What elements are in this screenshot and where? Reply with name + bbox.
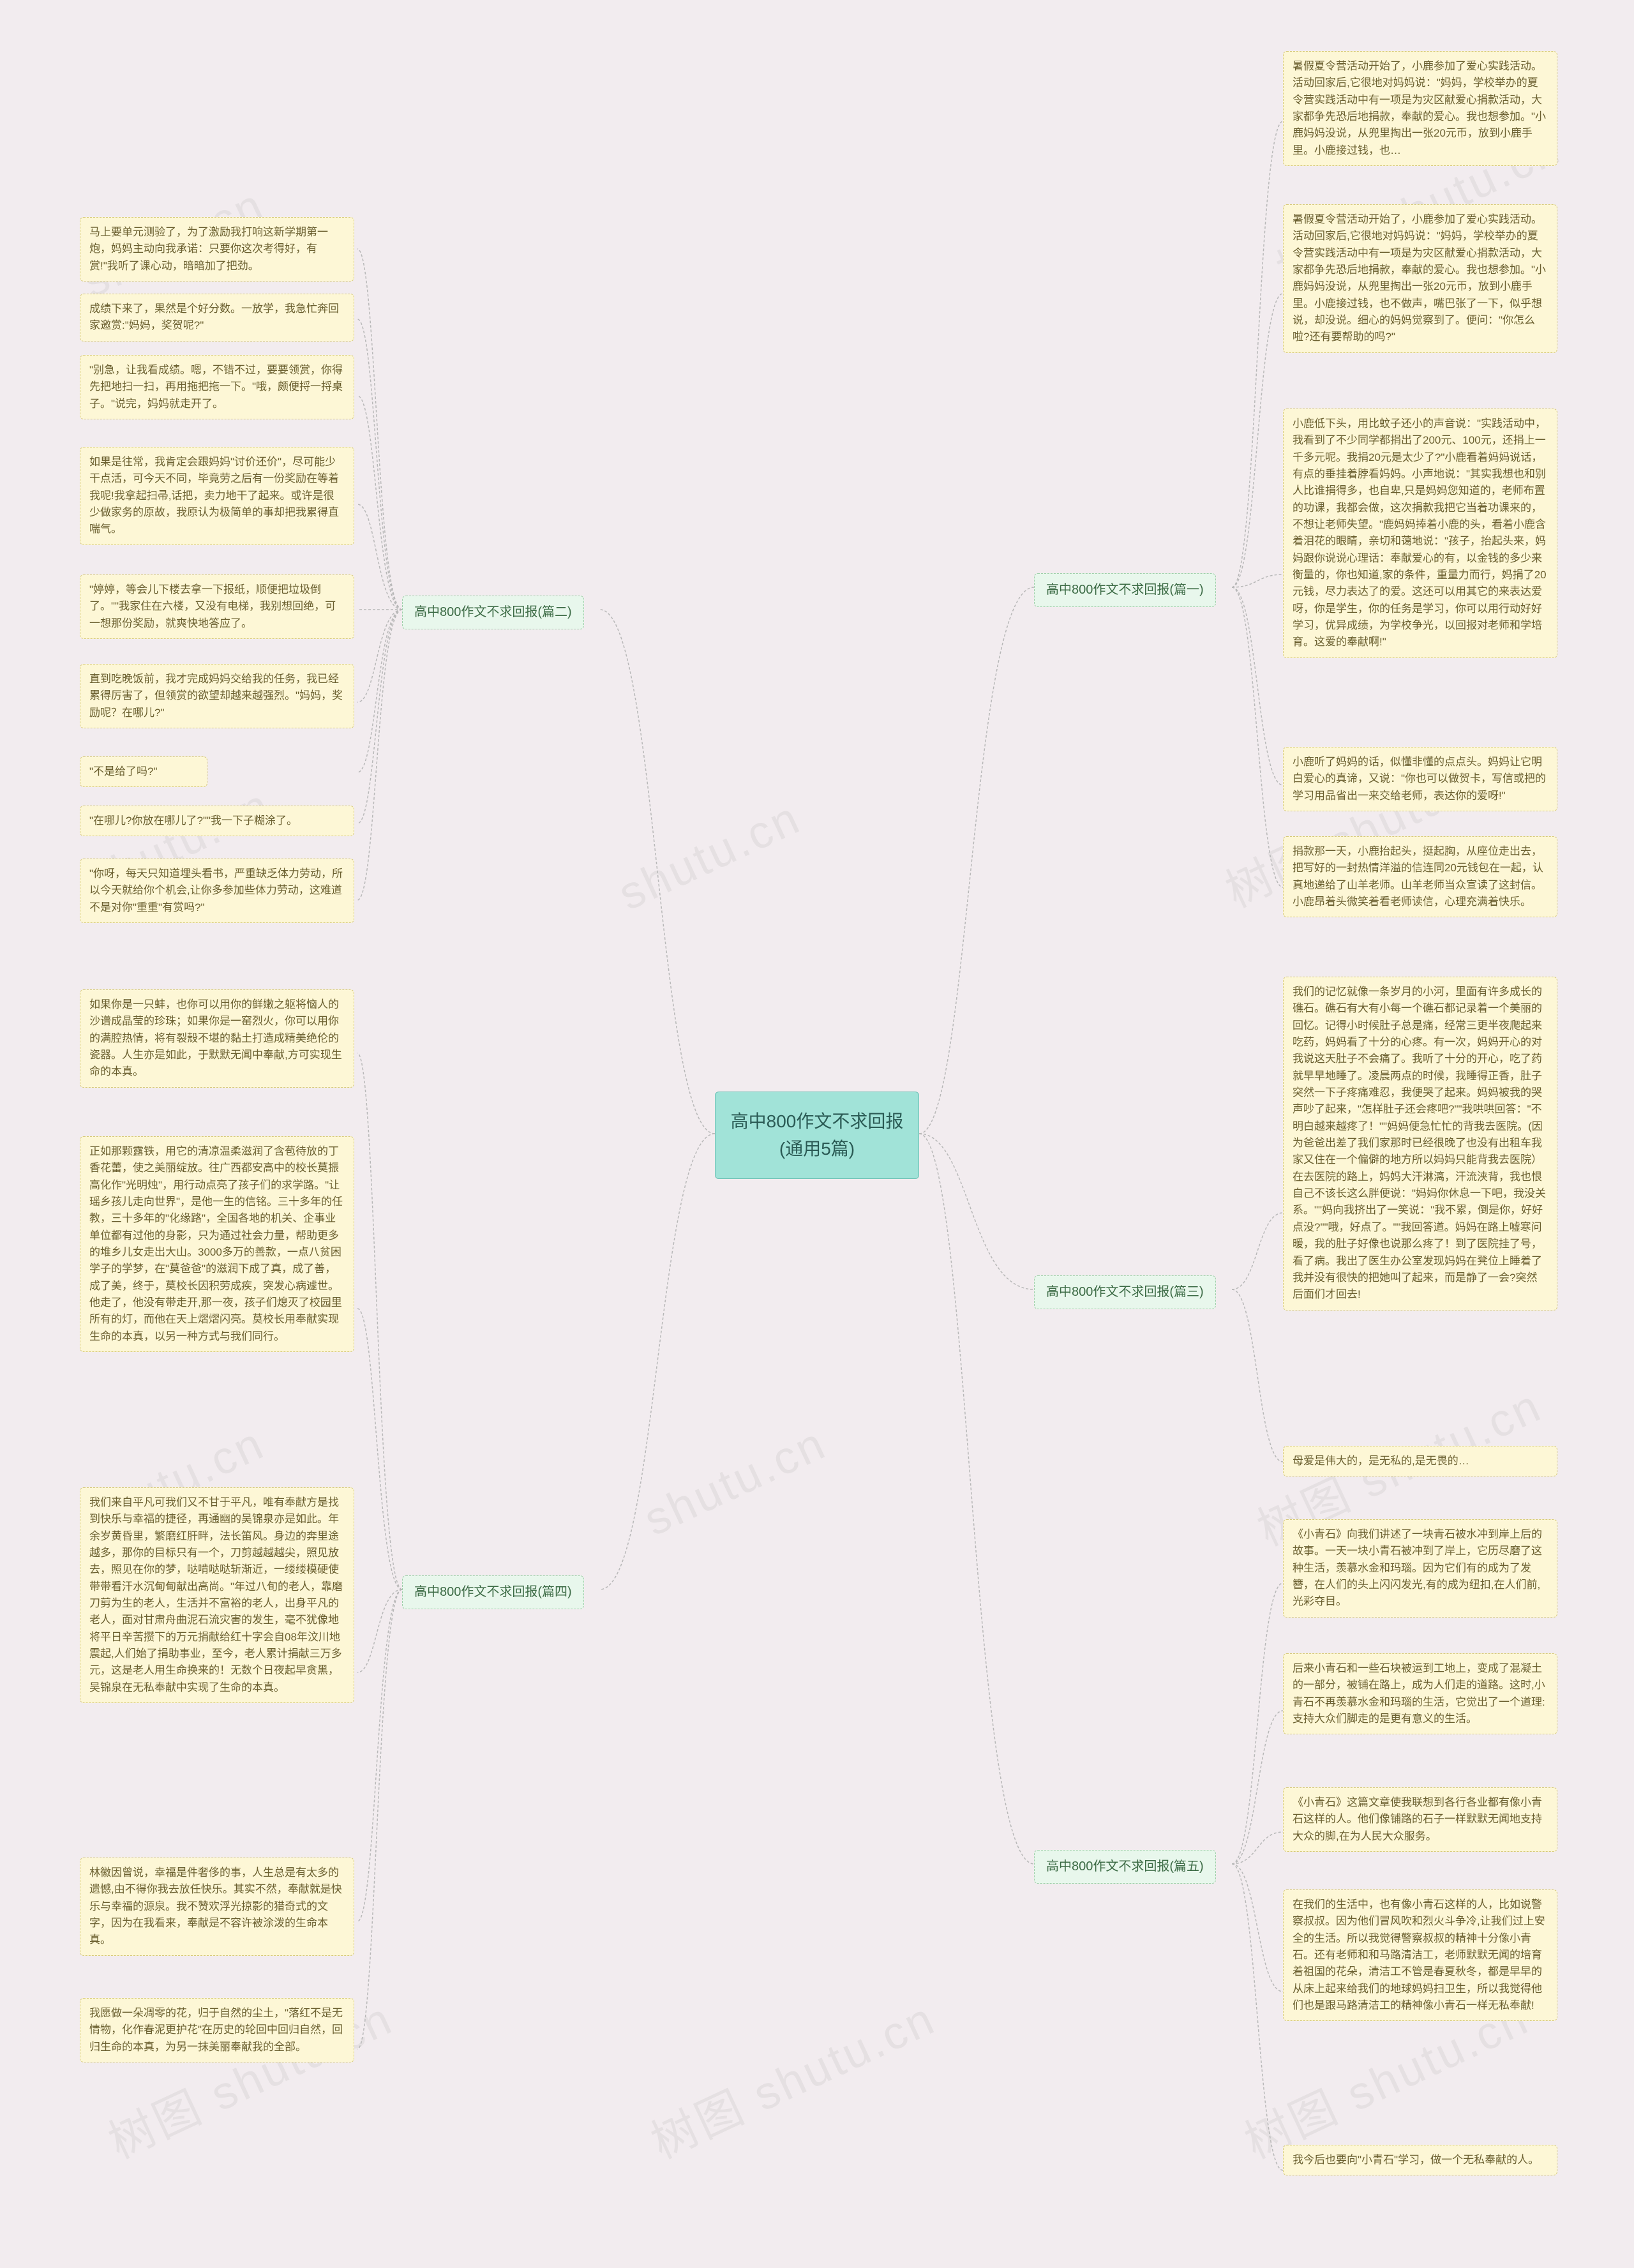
leaf-node-2-1: 成绩下来了，果然是个好分数。一放学，我急忙奔回家邀赏:"妈妈，奖贺呢?" [80, 294, 354, 342]
leaf-node-2-2: "别急，让我看成绩。嗯，不错不过，要要领赏，你得先把地扫一扫，再用拖把拖一下。"… [80, 355, 354, 419]
section-node-1: 高中800作文不求回报(篇一) [1034, 573, 1216, 607]
leaf-node-5-4: 我今后也要向"小青石"学习，做一个无私奉献的人。 [1283, 2145, 1557, 2175]
watermark: 树图 shutu.cn [638, 1981, 945, 2171]
leaf-node-5-0: 《小青石》向我们讲述了一块青石被水冲到岸上后的故事。一天一块小青石被冲到了岸上，… [1283, 1519, 1557, 1618]
root-node: 高中800作文不求回报(通用5篇) [715, 1092, 919, 1179]
leaf-node-1-2: 小鹿低下头，用比蚊子还小的声音说："实践活动中，我看到了不少同学都捐出了200元… [1283, 409, 1557, 658]
leaf-node-2-5: 直到吃晚饭前，我才完成妈妈交给我的任务，我已经累得厉害了，但领赏的欲望却越来越强… [80, 664, 354, 728]
leaf-node-2-3: 如果是往常，我肯定会跟妈妈"讨价还价"，尽可能少干点活，可今天不同，毕竟劳之后有… [80, 447, 354, 545]
watermark: shutu.cn [636, 1417, 834, 1547]
leaf-node-1-3: 小鹿听了妈妈的话，似懂非懂的点点头。妈妈让它明白爱心的真谛，又说："你也可以做贺… [1283, 747, 1557, 811]
leaf-node-1-4: 捐款那一天，小鹿抬起头，挺起胸，从座位走出去，把写好的一封热情洋溢的信连同20元… [1283, 836, 1557, 917]
watermark: shutu.cn [611, 792, 809, 921]
leaf-node-2-8: "你呀，每天只知道埋头看书，严重缺乏体力劳动，所以今天就给你个机会,让你多参加些… [80, 859, 354, 923]
section-node-3: 高中800作文不求回报(篇三) [1034, 1275, 1216, 1309]
leaf-node-4-1: 正如那颗露铁，用它的清凉温柔滋润了含苞待放的丁香花蕾，使之美丽绽放。往广西都安高… [80, 1136, 354, 1352]
leaf-node-3-0: 我们的记忆就像一条岁月的小河，里面有许多成长的礁石。礁石有大有小每一个礁石都记录… [1283, 977, 1557, 1310]
leaf-node-5-1: 后来小青石和一些石块被运到工地上，变成了混凝土的一部分，被铺在路上，成为人们走的… [1283, 1653, 1557, 1734]
leaf-node-3-1: 母爱是伟大的，是无私的,是无畏的… [1283, 1446, 1557, 1476]
leaf-node-4-0: 如果你是一只蚌，也你可以用你的鲜嫩之躯将恼人的沙谱成晶莹的珍珠；如果你是一窑烈火… [80, 989, 354, 1088]
leaf-node-1-1: 暑假夏令营活动开始了，小鹿参加了爱心实践活动。活动回家后,它很地对妈妈说："妈妈… [1283, 204, 1557, 353]
section-node-5: 高中800作文不求回报(篇五) [1034, 1850, 1216, 1884]
leaf-node-4-4: 我愿做一朵凋零的花，归于自然的尘土，"落红不是无情物，化作春泥更护花"在历史的轮… [80, 1998, 354, 2062]
leaf-node-5-3: 在我们的生活中，也有像小青石这样的人，比如说警察叔叔。因为他们冒风吹和烈火斗争冷… [1283, 1889, 1557, 2021]
leaf-node-2-4: "婷婷，等会儿下楼去拿一下报纸，顺便把垃圾倒了。""我家住在六楼，又没有电梯，我… [80, 575, 354, 639]
leaf-node-4-3: 林徽因曾说，幸福是件奢侈的事，人生总是有太多的遗憾,由不得你我去放任快乐。其实不… [80, 1858, 354, 1956]
section-node-2: 高中800作文不求回报(篇二) [402, 596, 584, 629]
leaf-node-4-2: 我们来自平凡可我们又不甘于平凡，唯有奉献方是找到快乐与幸福的捷径，再通幽的吴锦泉… [80, 1487, 354, 1703]
leaf-node-2-6: "不是给了吗?" [80, 756, 207, 787]
leaf-node-2-7: "在哪儿?你放在哪儿了?""我一下子糊涂了。 [80, 806, 354, 836]
leaf-node-1-0: 暑假夏令营活动开始了，小鹿参加了爱心实践活动。活动回家后,它很地对妈妈说："妈妈… [1283, 51, 1557, 166]
section-node-4: 高中800作文不求回报(篇四) [402, 1575, 584, 1609]
leaf-node-2-0: 马上要单元测验了，为了激励我打响这新学期第一炮，妈妈主动向我承诺：只要你这次考得… [80, 217, 354, 282]
leaf-node-5-2: 《小青石》这篇文章使我联想到各行各业都有像小青石这样的人。他们像铺路的石子一样默… [1283, 1787, 1557, 1852]
